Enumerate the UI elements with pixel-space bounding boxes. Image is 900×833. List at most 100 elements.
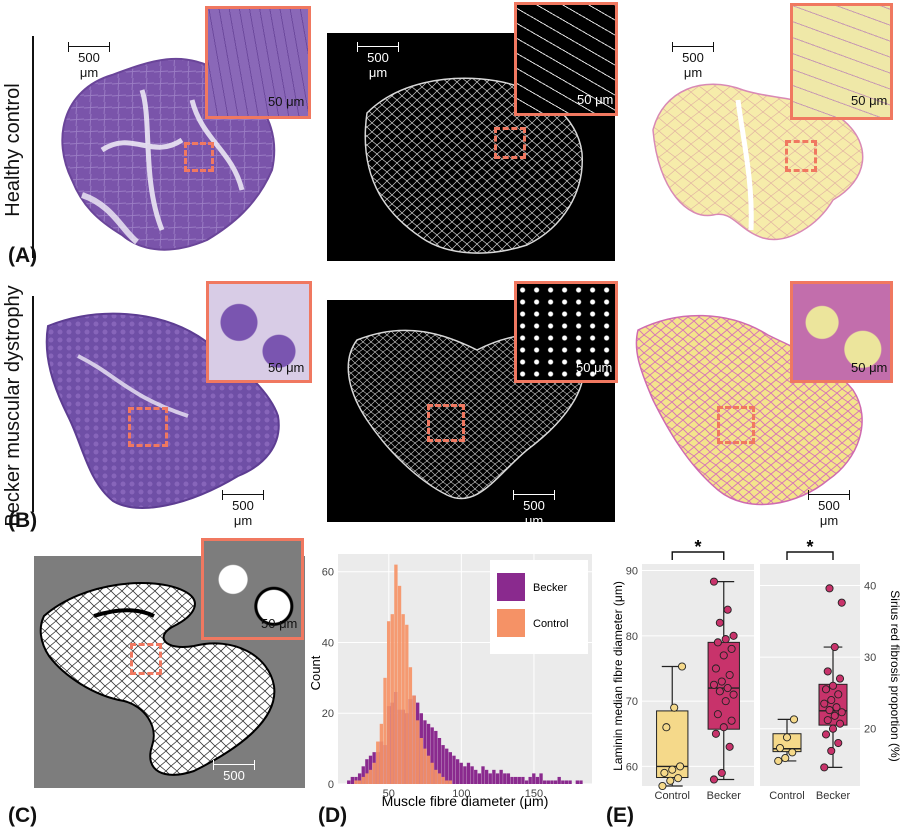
boxplot-point bbox=[820, 763, 829, 772]
histogram-bar-control bbox=[426, 755, 431, 784]
boxplot-point bbox=[658, 781, 667, 791]
boxplot-point bbox=[723, 605, 732, 614]
significance-star: * bbox=[694, 540, 701, 557]
histogram-bar-becker bbox=[557, 776, 561, 784]
histogram-bar-becker bbox=[492, 769, 496, 784]
segmentation-roi-box bbox=[130, 643, 162, 675]
histogram-bar-control bbox=[394, 564, 398, 784]
boxplot-point bbox=[709, 775, 719, 784]
boxplot-point bbox=[774, 756, 783, 765]
boxplot-xtick-label: Control bbox=[655, 790, 690, 802]
boxplot-point bbox=[723, 684, 732, 693]
histogram-bar-becker bbox=[365, 759, 369, 784]
boxplot-point bbox=[721, 697, 730, 706]
laminin-becker-roi-box bbox=[427, 404, 465, 442]
boxplot-point bbox=[830, 711, 839, 720]
histogram-bar-control bbox=[430, 762, 434, 784]
boxplot-point bbox=[660, 768, 669, 777]
histogram-bar-becker bbox=[575, 780, 579, 784]
histogram-xtick-label: 150 bbox=[525, 788, 543, 800]
laminin-healthy-roi-box bbox=[494, 127, 526, 159]
boxplot-right-plot-area bbox=[760, 564, 860, 786]
row-label-becker: Becker muscular dystrophy bbox=[2, 285, 24, 527]
histogram-bar-becker bbox=[553, 780, 558, 784]
boxplot-point bbox=[788, 748, 797, 757]
significance-star: * bbox=[806, 540, 813, 557]
boxplot-point bbox=[711, 729, 720, 738]
histogram-bar-becker bbox=[452, 755, 456, 784]
scale-label-laminin-becker-inset: 50 μm bbox=[576, 360, 613, 375]
boxplot-ytick-label: 70 bbox=[626, 696, 638, 708]
he-healthy-inset bbox=[205, 6, 311, 119]
boxplot-point bbox=[823, 716, 832, 725]
histogram-bar-becker bbox=[350, 776, 355, 784]
histogram-xtick-label: 50 bbox=[383, 788, 395, 800]
histogram-bar-control bbox=[386, 621, 391, 784]
boxplot-point bbox=[834, 738, 843, 748]
boxplot-point bbox=[668, 765, 677, 774]
boxplot-point bbox=[721, 635, 730, 644]
histogram-bar-becker bbox=[528, 776, 532, 784]
segmentation-inset bbox=[201, 538, 304, 640]
histogram-bar-control bbox=[379, 723, 384, 784]
histogram-bar-becker bbox=[357, 773, 362, 784]
histogram-bar-control bbox=[354, 780, 358, 784]
histogram-bar-becker bbox=[503, 773, 507, 784]
histogram-bar-control bbox=[419, 738, 423, 784]
scale-bar-sirius-becker: 500 μm bbox=[808, 490, 850, 528]
histogram-bar-becker bbox=[445, 748, 449, 784]
histogram-bar-becker bbox=[463, 766, 467, 784]
significance-bracket bbox=[786, 551, 834, 560]
boxplot-point bbox=[719, 723, 728, 732]
boxplot-point bbox=[715, 618, 724, 627]
boxplot-point bbox=[835, 719, 845, 728]
boxplot-xtick-label: Becker bbox=[816, 790, 851, 802]
boxplot-point bbox=[828, 681, 838, 690]
histogram-bar-control bbox=[408, 667, 413, 784]
boxplot-point bbox=[713, 710, 722, 719]
histogram-bar-becker bbox=[474, 769, 478, 784]
histogram-bar-becker bbox=[568, 780, 572, 784]
histogram-bar-becker bbox=[499, 769, 503, 784]
boxplot-right-ylabel: Sirius red fibrosis proportion (%) bbox=[888, 590, 900, 761]
histogram-bar-control bbox=[361, 776, 365, 784]
boxplot-point bbox=[729, 690, 738, 699]
boxplot-chart: 60 70 80 90 Control Becker * 20 30 40 Control Beck… bbox=[611, 540, 900, 802]
legend-swatch-control bbox=[497, 609, 525, 637]
boxplot-point bbox=[713, 638, 722, 647]
boxplot-point bbox=[781, 754, 790, 763]
boxplot-point bbox=[825, 584, 834, 593]
histogram-bar-becker bbox=[532, 773, 536, 784]
boxplot-point bbox=[727, 644, 736, 653]
boxplot-point bbox=[827, 696, 836, 705]
boxplot-ytick-label: 80 bbox=[626, 631, 638, 643]
boxplot-point bbox=[717, 677, 726, 686]
histogram-bar-becker bbox=[535, 776, 540, 784]
laminin-healthy-inset bbox=[514, 2, 618, 116]
histogram-bar-control bbox=[437, 773, 442, 784]
he-becker-roi-box bbox=[128, 407, 168, 447]
boxplot-point bbox=[820, 699, 829, 708]
histogram-bar-becker bbox=[579, 780, 583, 784]
scale-bar-laminin-healthy: 500 μm bbox=[357, 42, 399, 80]
boxplot-point bbox=[717, 768, 726, 777]
scale-bar-sirius-healthy: 500 μm bbox=[672, 42, 714, 80]
boxplot-point bbox=[676, 762, 685, 771]
legend-label-control: Control bbox=[533, 618, 568, 630]
scale-label-he-becker-inset: 50 μm bbox=[268, 360, 305, 375]
boxplot-point bbox=[709, 680, 719, 689]
histogram-bar-becker bbox=[564, 780, 569, 784]
boxplot-point bbox=[677, 662, 687, 671]
scale-label-sirius-becker-inset: 50 μm bbox=[851, 360, 888, 375]
he-healthy-roi-box bbox=[184, 142, 214, 172]
scale-label-segmentation-inset: 50 μm bbox=[261, 616, 298, 631]
boxplot-xtick-label: Control bbox=[769, 790, 804, 802]
scale-bar-he-becker: 500 μm bbox=[222, 490, 264, 528]
laminin-becker-inset bbox=[514, 281, 618, 383]
boxplot-point bbox=[837, 708, 846, 717]
boxplot-point bbox=[823, 667, 832, 676]
sirius-healthy-inset bbox=[790, 3, 893, 120]
histogram-bar-control bbox=[405, 624, 409, 784]
histogram-bar-becker bbox=[543, 780, 547, 784]
histogram-bar-becker bbox=[459, 762, 463, 784]
